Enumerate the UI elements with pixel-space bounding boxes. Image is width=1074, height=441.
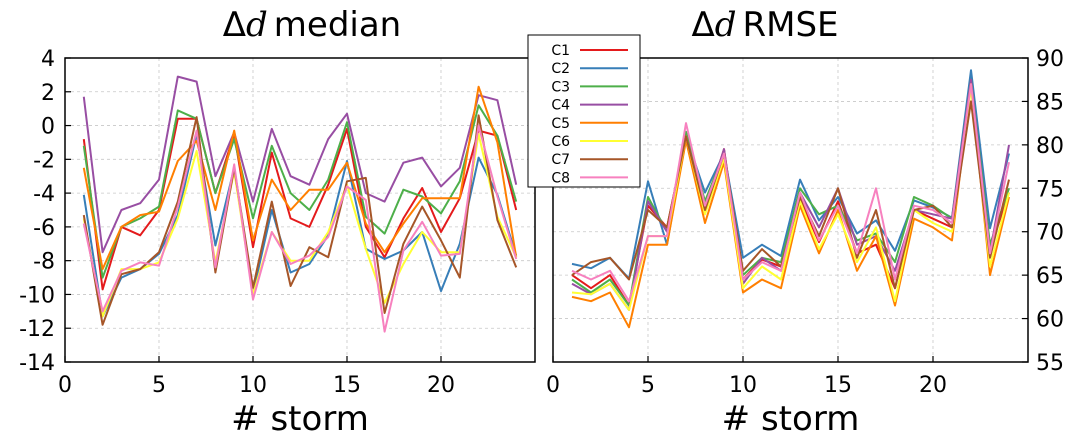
median-series-c5-line — [82, 85, 518, 271]
median-x-tick-label: 20 — [427, 373, 455, 398]
legend-box — [527, 34, 641, 188]
median-series-c3-line — [82, 104, 518, 279]
median-series-c7-line — [82, 114, 518, 326]
rmse-y-tick-label: 75 — [1036, 177, 1064, 202]
legend-label-c6: C6 — [551, 134, 570, 150]
rmse-x-tick-label: 0 — [546, 373, 560, 398]
median-plot-frame — [64, 57, 536, 363]
median-y-tick-label: 0 — [41, 115, 55, 140]
rmse-title-variable: d — [715, 5, 737, 45]
rmse-x-axis-label: # storm — [722, 399, 860, 439]
median-y-tick-label: -10 — [19, 283, 55, 308]
legend-label-c2: C2 — [551, 61, 570, 77]
rmse-series-c8-line — [571, 83, 1010, 303]
rmse-x-tick-label: 15 — [824, 373, 852, 398]
median-y-tick-label: 4 — [41, 47, 55, 72]
rmse-panel: 0 5 10 15 20 90 85 80 75 70 65 60 55 # storm Δd RMSE — [546, 5, 1064, 439]
median-y-tick-label: -6 — [33, 216, 55, 241]
rmse-y-tick-label: 60 — [1036, 308, 1064, 333]
rmse-title-symbol: Δ — [691, 5, 714, 45]
median-x-tick-label: 5 — [152, 373, 166, 398]
legend-label-c3: C3 — [551, 79, 570, 95]
legend-label-c4: C4 — [551, 98, 570, 114]
rmse-series-group — [571, 69, 1010, 329]
rmse-series-c5-line — [571, 83, 1010, 329]
rmse-title-text: RMSE — [743, 5, 839, 45]
median-chart-title: Δd median — [223, 5, 401, 45]
rmse-y-tick-label: 80 — [1036, 134, 1064, 159]
median-y-tick-label: -8 — [33, 250, 55, 275]
median-y-tick-label: 2 — [41, 81, 55, 106]
median-series-group — [82, 75, 518, 333]
median-title-symbol: Δ — [223, 5, 246, 45]
median-x-tick-label: 10 — [239, 373, 267, 398]
median-series-c8-line — [82, 124, 518, 333]
legend-label-c8: C8 — [551, 170, 570, 186]
rmse-plot-frame — [552, 57, 1029, 363]
median-grid — [64, 57, 536, 363]
rmse-x-tick-label: 5 — [641, 373, 655, 398]
legend-label-c7: C7 — [551, 152, 570, 168]
rmse-y-tick-label: 90 — [1036, 47, 1064, 72]
legend: C1 C2 C3 C4 C5 C6 C7 C8 — [527, 34, 641, 188]
rmse-chart-title: Δd RMSE — [691, 5, 838, 45]
legend-label-c5: C5 — [551, 116, 570, 132]
rmse-y-tick-label: 70 — [1036, 221, 1064, 246]
median-series-c4-line — [82, 75, 518, 254]
median-x-tick-label: 0 — [58, 373, 72, 398]
median-title-variable: d — [246, 5, 268, 45]
median-y-tick-label: -12 — [19, 317, 55, 342]
rmse-x-tick-label: 20 — [919, 373, 947, 398]
median-y-tick-label: -4 — [33, 182, 55, 207]
rmse-y-tick-label: 65 — [1036, 264, 1064, 289]
rmse-x-tick-label: 10 — [729, 373, 757, 398]
median-series-c1-line — [82, 117, 518, 291]
median-x-tick-label: 15 — [333, 373, 361, 398]
median-y-tick-label: -2 — [33, 148, 55, 173]
rmse-y-tick-label: 85 — [1036, 90, 1064, 115]
median-title-text: median — [274, 5, 401, 45]
rmse-y-tick-label: 55 — [1036, 351, 1064, 376]
median-x-axis-label: # storm — [231, 399, 369, 439]
median-y-tick-label: -14 — [19, 351, 55, 376]
legend-label-c1: C1 — [551, 43, 570, 59]
